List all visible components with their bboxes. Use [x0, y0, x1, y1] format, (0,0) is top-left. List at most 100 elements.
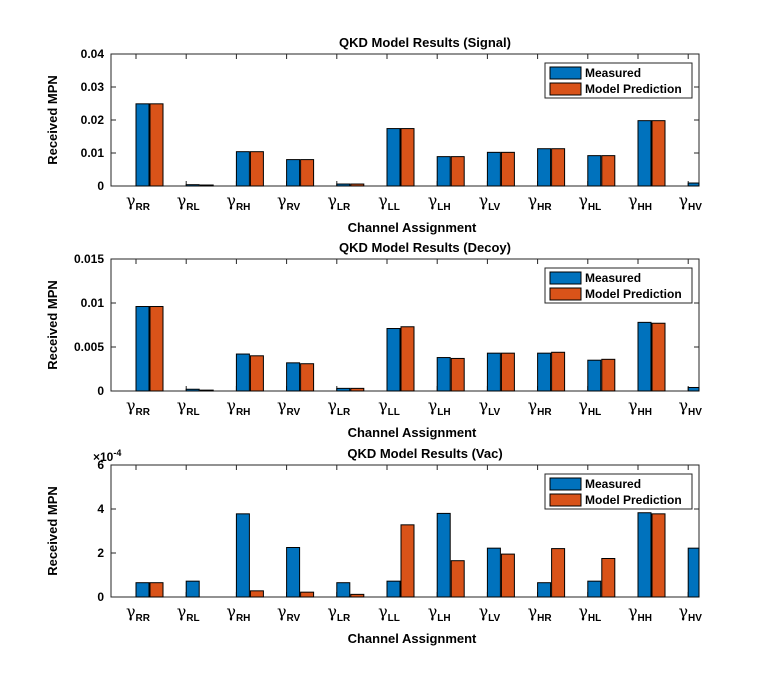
bar-model-prediction-LL: [400, 128, 415, 187]
bar-model-prediction-LV: [500, 352, 515, 392]
bar-measured-LR: [336, 387, 351, 392]
x-tick-label: γHV: [678, 191, 702, 213]
legend-swatch: [549, 82, 582, 96]
x-tick-label: γHL: [578, 396, 601, 418]
y-axis-label: Received MPN: [45, 486, 60, 576]
x-axis-label: Channel Assignment: [348, 220, 477, 235]
bar-model-prediction-LH: [450, 357, 465, 392]
bar-model-prediction-RV: [300, 591, 315, 598]
x-tick-label: γRH: [226, 396, 250, 418]
bar-measured-RV: [286, 547, 301, 598]
bar-model-prediction-HR: [551, 148, 566, 187]
bar-model-prediction-HR: [551, 548, 566, 598]
legend-swatch: [549, 287, 582, 301]
bar-model-prediction-HH: [651, 513, 666, 598]
bar-measured-LL: [386, 580, 401, 598]
legend: Measured Model Prediction: [544, 267, 693, 304]
legend-swatch: [549, 66, 582, 80]
y-tick-label: 0: [97, 384, 104, 398]
x-tick-label: γRL: [177, 396, 200, 418]
bar-measured-HR: [537, 148, 552, 187]
bar-model-prediction-LL: [400, 326, 415, 392]
bar-measured-LV: [486, 151, 501, 187]
bar-measured-RH: [235, 513, 250, 598]
bar-measured-RR: [135, 306, 150, 392]
legend-swatch: [549, 477, 582, 491]
x-tick-label: γHV: [678, 396, 702, 418]
x-axis-label: Channel Assignment: [348, 425, 477, 440]
bar-model-prediction-RL: [199, 389, 214, 392]
chart-title: QKD Model Results (Decoy): [339, 240, 511, 255]
x-tick-label: γHL: [578, 191, 601, 213]
chart-3: QKD Model Results (Vac) Received MPN 0 2 4 6×…: [45, 446, 702, 646]
chart-title: QKD Model Results (Vac): [347, 446, 502, 461]
bar-measured-RH: [235, 353, 250, 392]
legend-swatch: [549, 271, 582, 285]
bar-measured-RH: [235, 151, 250, 187]
bar-model-prediction-RL: [199, 184, 214, 187]
bar-measured-RL: [185, 388, 200, 392]
bar-model-prediction-LV: [500, 151, 515, 187]
chart-title: QKD Model Results (Signal): [339, 35, 511, 50]
x-tick-label: γLR: [327, 396, 351, 418]
y-tick-label: 0.015: [74, 252, 104, 266]
bar-measured-LL: [386, 328, 401, 392]
x-tick-label: γRL: [177, 191, 200, 213]
x-tick-label: γHH: [628, 396, 652, 418]
x-tick-label: γHR: [528, 602, 553, 624]
bar-measured-HV: [687, 386, 700, 392]
bar-model-prediction-LL: [400, 524, 415, 598]
x-tick-label: γRV: [277, 396, 301, 418]
x-tick-label: γRR: [126, 396, 151, 418]
x-tick-label: γRL: [177, 602, 200, 624]
y-tick-label: 0.01: [81, 146, 105, 160]
y-tick-label: 0: [97, 179, 104, 193]
y-tick-label: 0.03: [81, 80, 105, 94]
bar-model-prediction-RR: [149, 306, 164, 392]
bar-model-prediction-LR: [350, 183, 365, 187]
x-tick-label: γRR: [126, 191, 151, 213]
y-tick-label: 0.005: [74, 340, 104, 354]
bar-measured-LH: [436, 512, 451, 598]
bar-model-prediction-RR: [149, 103, 164, 187]
bar-model-prediction-HR: [551, 351, 566, 392]
y-tick-label: 0: [97, 590, 104, 604]
legend: Measured Model Prediction: [544, 473, 693, 510]
x-tick-label: γLL: [378, 602, 400, 624]
x-tick-label: γHL: [578, 602, 601, 624]
legend-entry: Measured: [585, 271, 641, 285]
bar-model-prediction-LH: [450, 560, 465, 598]
bar-measured-HH: [637, 512, 652, 598]
x-tick-label: γLV: [479, 396, 501, 418]
bar-measured-RV: [286, 362, 301, 392]
bar-measured-LH: [436, 357, 451, 392]
x-tick-label: γHR: [528, 396, 553, 418]
bar-model-prediction-HL: [601, 155, 616, 187]
bar-measured-LH: [436, 156, 451, 187]
y-tick-label: 2: [97, 546, 104, 560]
y-tick-label: 0.01: [81, 296, 105, 310]
bar-model-prediction-RV: [300, 363, 315, 392]
bar-measured-HL: [587, 155, 602, 187]
bar-measured-HH: [637, 321, 652, 392]
x-tick-label: γRH: [226, 191, 250, 213]
bar-model-prediction-HH: [651, 120, 666, 187]
chart-1: QKD Model Results (Signal) Received MPN 0 0…: [45, 35, 702, 235]
bar-measured-RR: [135, 582, 150, 598]
x-tick-label: γLL: [378, 396, 400, 418]
x-tick-label: γLV: [479, 191, 501, 213]
legend-entry: Measured: [585, 477, 641, 491]
x-tick-label: γHR: [528, 191, 553, 213]
x-tick-label: γHV: [678, 602, 702, 624]
bar-model-prediction-RH: [249, 355, 264, 392]
bar-model-prediction-RV: [300, 159, 315, 187]
legend-entry: Model Prediction: [585, 287, 682, 301]
bar-measured-HL: [587, 580, 602, 598]
bar-measured-RL: [185, 580, 200, 598]
bar-measured-HR: [537, 352, 552, 392]
x-tick-label: γLH: [428, 191, 451, 213]
bar-model-prediction-HL: [601, 558, 616, 598]
bar-measured-HV: [687, 547, 700, 598]
x-tick-label: γRH: [226, 602, 250, 624]
